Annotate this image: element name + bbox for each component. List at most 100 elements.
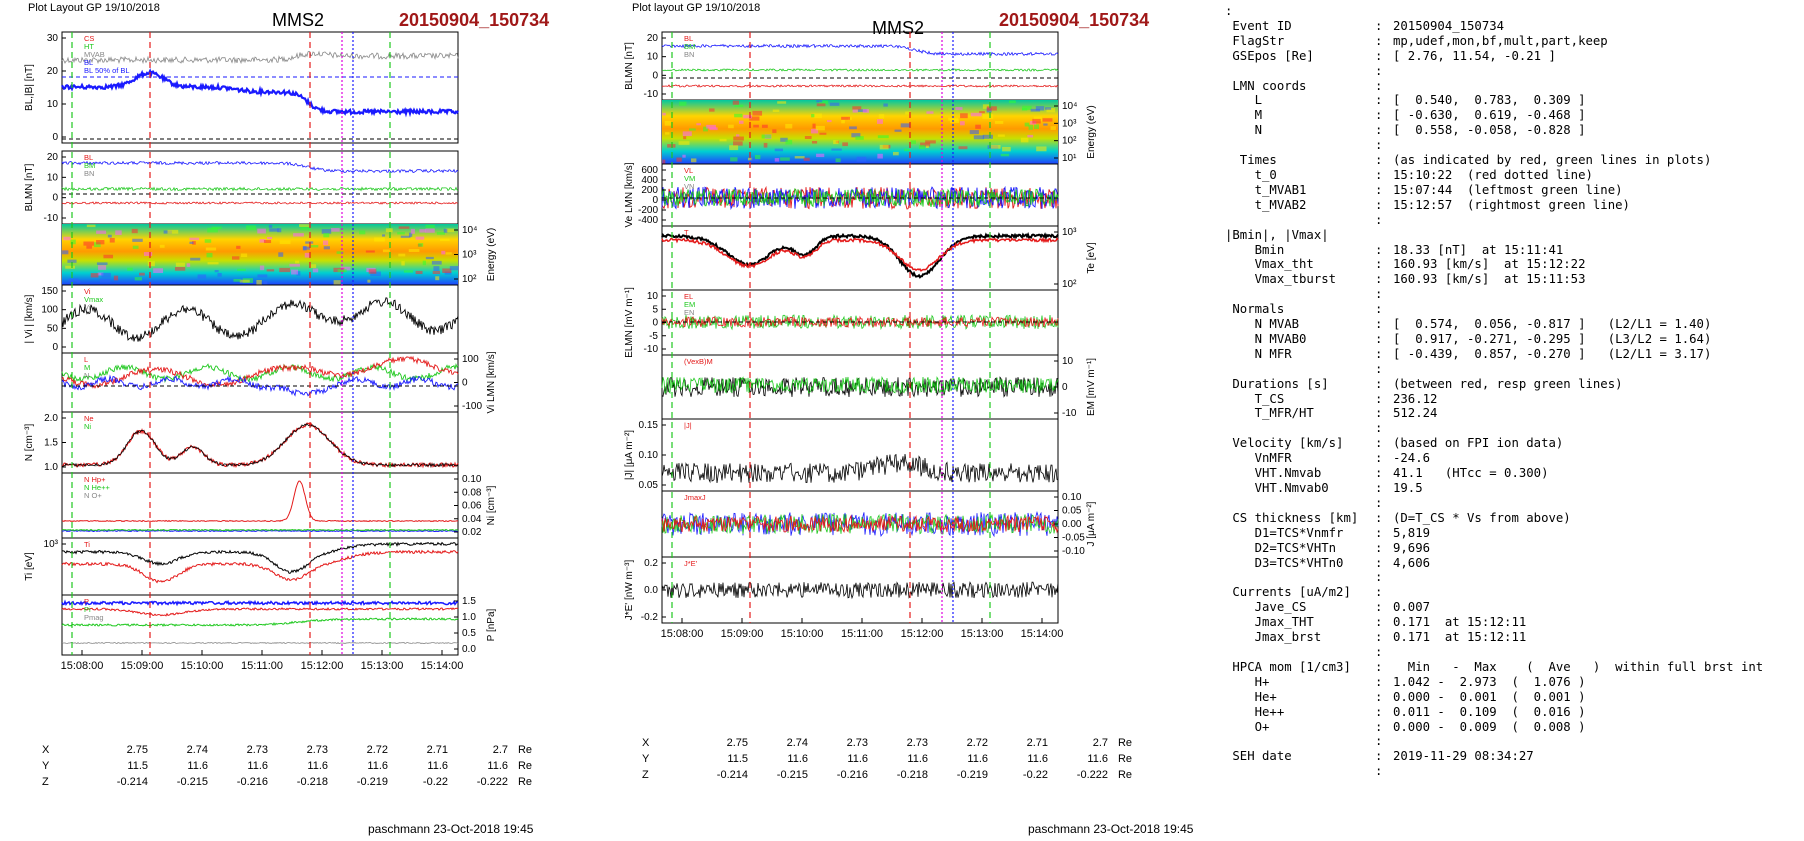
mid-spec-speck — [803, 157, 810, 161]
coord-value: 11.6 — [427, 760, 448, 772]
info-value: 512.24 — [1393, 406, 1438, 421]
left-spec-speck — [263, 280, 268, 285]
info-sep: : — [1375, 197, 1383, 212]
coord-value: -0.219 — [956, 769, 988, 781]
left-event-title: 20150904_150734 — [399, 10, 550, 30]
coord-value: -0.22 — [422, 776, 448, 788]
left-spec-speck — [86, 245, 93, 249]
left-spec-speck — [257, 274, 268, 278]
info-row: Vmax_tburst:160.93 [km/s] at 15:11:53 — [1225, 272, 1763, 287]
left-spec-speck — [441, 250, 446, 255]
left-spec-speck — [322, 240, 329, 246]
mid-spec-speck — [709, 108, 715, 112]
info-sep: : — [1375, 182, 1383, 197]
mid-spec-speck — [703, 126, 708, 132]
info-value: 15:07:44 (leftmost green line) — [1393, 182, 1623, 197]
left-spec-speck — [86, 224, 96, 228]
left-ytick: 0.02 — [462, 527, 482, 538]
info-value: 0.000 - 0.009 ( 0.008 ) — [1393, 719, 1586, 734]
info-row: D1=TCS*Vnmfr:5,819 — [1225, 526, 1763, 541]
left-spec-speck — [68, 278, 79, 282]
info-key — [1225, 764, 1375, 779]
left-ytick: 30 — [47, 33, 59, 44]
info-key: Times — [1225, 153, 1277, 168]
left-xtick-label: 15:09:00 — [121, 660, 164, 672]
mid-spec-speck — [774, 148, 784, 152]
left-ytick: 0 — [52, 342, 58, 353]
info-row: CS thickness [km]: (D=T_CS * Vs from abov… — [1225, 511, 1763, 526]
left-ylabel: P [nPa] — [486, 608, 497, 641]
mid-spec-speck — [777, 101, 787, 104]
info-key: Jave_CS — [1225, 600, 1307, 615]
mid-spec-speck — [811, 114, 815, 118]
left-spec-speck — [340, 266, 351, 271]
left-spec-speck — [115, 230, 122, 235]
info-sep: : — [1375, 33, 1383, 48]
mid-spec-speck — [719, 138, 727, 142]
left-spec-speck — [207, 227, 218, 233]
info-sep: : — [1375, 361, 1383, 376]
info-value: [ -0.630, 0.619, -0.468 ] — [1393, 108, 1586, 123]
left-spec-speck — [449, 266, 459, 271]
left-spec-speck — [309, 264, 317, 268]
info-row: |Bmin|, |Vmax| — [1225, 228, 1763, 243]
left-legend-label: Vi — [84, 303, 91, 312]
info-sep: : — [1375, 48, 1383, 63]
mid-spec-speck — [925, 140, 936, 144]
info-key: GSEpos [Re] — [1225, 48, 1314, 63]
left-spec-speck — [132, 238, 143, 242]
middle-ytick: 10³ — [1062, 118, 1077, 129]
left-ylabel: | Vi | [km/s] — [24, 294, 35, 343]
mid-spec-speck — [682, 131, 692, 137]
left-spec-speck — [96, 262, 108, 265]
mid-spec-speck — [813, 113, 822, 118]
coord-value: 2.74 — [186, 744, 208, 756]
left-spec-speck — [189, 237, 200, 241]
coord-value: 2.71 — [1026, 737, 1048, 749]
info-sep: : — [1375, 570, 1383, 585]
coord-key: Y — [642, 753, 650, 765]
left-panel-frame — [61, 352, 459, 413]
left-spec-speck — [382, 234, 386, 237]
mid-spec-speck — [785, 123, 793, 129]
mid-spec-speck — [662, 112, 666, 116]
coord-row-z: Z -0.214 -0.215 -0.216 -0.218 -0.219 -0.22 -0.2… — [42, 774, 532, 790]
middle-legend-label: VM — [684, 174, 695, 183]
info-sep: : — [1375, 346, 1383, 361]
left-spec-speck — [206, 252, 213, 258]
left-ytick: -100 — [462, 401, 482, 412]
middle-ylabel: BLMN [nT] — [624, 42, 635, 90]
mid-spec-speck — [750, 158, 759, 162]
left-spec-speck — [300, 226, 311, 231]
left-trace-Pe — [61, 617, 459, 628]
left-spec-speck — [96, 230, 107, 234]
mid-spec-speck — [816, 103, 826, 107]
left-spec-speck — [403, 270, 414, 273]
middle-ytick: 0 — [1062, 382, 1068, 393]
left-ytick: 0.5 — [462, 628, 476, 639]
mid-spec-speck — [862, 109, 869, 113]
event-info-panel: : Event ID:20150904_150734 FlagStr: mp,ud… — [1225, 4, 1763, 779]
left-spec-speck — [425, 256, 434, 260]
info-row: : — [1225, 734, 1763, 749]
left-ytick: 0.06 — [462, 501, 482, 512]
left-panel-frame — [61, 537, 459, 596]
coord-value: 2.73 — [846, 737, 868, 749]
mid-spec-speck — [730, 157, 738, 162]
left-panel-frame — [61, 284, 459, 354]
info-row: FlagStr: mp,udef,mon,bf,mult,part,keep — [1225, 34, 1763, 49]
middle-ytick: 0.05 — [1062, 506, 1082, 517]
info-sep: : — [1375, 257, 1383, 272]
mid-spec-speck — [879, 144, 889, 150]
mid-spec-speck — [900, 123, 911, 128]
left-coords-table: X 2.75 2.74 2.73 2.73 2.72 2.71 2.7 Re Y 11.5 11.6 1… — [42, 742, 532, 790]
mid-trace-JM — [661, 513, 1059, 535]
info-value: 0.011 - 0.109 ( 0.016 ) — [1393, 704, 1586, 719]
mid-spec-speck — [892, 151, 899, 156]
left-spec-speck — [385, 228, 393, 233]
info-key: N — [1225, 123, 1263, 138]
info-row: Durations [s]: (between red, resp green l… — [1225, 377, 1763, 392]
info-sep: : — [1375, 704, 1383, 719]
info-row: VnMFR: -24.6 — [1225, 451, 1763, 466]
